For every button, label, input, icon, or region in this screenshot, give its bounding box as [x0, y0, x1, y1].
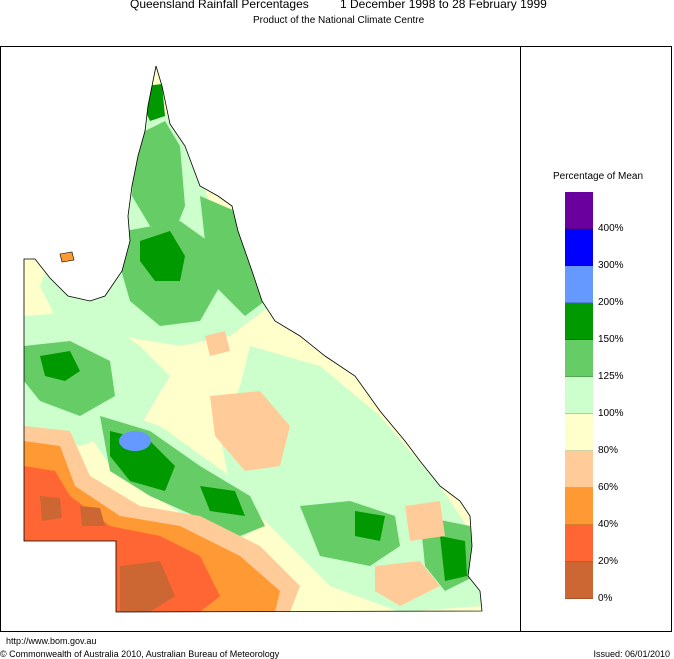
legend-title: Percentage of Mean [553, 171, 644, 182]
state-boundary [23, 65, 483, 613]
zone-100-125-east [220, 346, 482, 612]
island-gulf [59, 251, 75, 263]
source-url[interactable]: http://www.bom.gov.au [6, 636, 97, 646]
issued-date: Issued: 06/01/2010 [593, 649, 670, 659]
copyright-notice: © Commonwealth of Australia 2010, Austra… [0, 649, 280, 659]
zone-0-20-sw-a [120, 561, 175, 612]
map-frame [0, 46, 672, 632]
legend-color-bar [565, 192, 593, 599]
legend-swatch [565, 488, 593, 525]
title-period: 1 December 1998 to 28 February 1999 [340, 0, 547, 11]
map-title: Queensland Rainfall Percentages 1 Decemb… [0, 0, 674, 14]
zone-150-200-band [200, 486, 245, 516]
legend-label: 40% [598, 519, 619, 530]
zone-200-300 [119, 431, 151, 451]
zone-150-200-sc [355, 511, 385, 541]
legend-swatch [565, 562, 593, 599]
zone-125-150-cape [132, 121, 185, 231]
legend-label: 20% [598, 556, 619, 567]
legend-label: 125% [598, 371, 624, 382]
zone-0-20-sw-c [80, 506, 105, 526]
legend-swatch [565, 525, 593, 562]
rainfall-map [23, 65, 483, 613]
zone-125-150-ne [200, 196, 265, 316]
zone-150-200-se [440, 536, 467, 581]
legend-label: 150% [598, 334, 624, 345]
zone-150-200-west [40, 351, 80, 381]
zone-60-80-c [405, 501, 445, 541]
zone-0-20-sw-b [40, 496, 62, 521]
zone-150-200-cape [143, 84, 165, 121]
zone-60-80-d [375, 561, 440, 606]
legend-divider [520, 46, 521, 632]
legend-label: 0% [598, 593, 613, 604]
legend-swatch [565, 303, 593, 340]
legend-swatch [565, 266, 593, 303]
zone-20-40-sw [24, 466, 220, 612]
legend-label: 80% [598, 445, 619, 456]
map-subtitle: Product of the National Climate Centre [253, 15, 425, 26]
zone-60-80-a [205, 331, 230, 356]
legend-swatch [565, 377, 593, 414]
legend-label: 200% [598, 297, 624, 308]
legend-label: 60% [598, 482, 619, 493]
zone-40-60-sw [24, 441, 280, 612]
legend-label: 300% [598, 260, 624, 271]
zone-60-80-b [210, 391, 290, 471]
legend-swatch [565, 229, 593, 266]
legend-label: 100% [598, 408, 624, 419]
legend-swatch [565, 340, 593, 377]
zone-150-200-gulf [140, 231, 185, 281]
legend-label: 400% [598, 223, 624, 234]
legend-swatch [565, 192, 593, 229]
legend-swatch [565, 414, 593, 451]
legend-swatch [565, 451, 593, 488]
title-region: Queensland Rainfall Percentages [130, 0, 309, 11]
